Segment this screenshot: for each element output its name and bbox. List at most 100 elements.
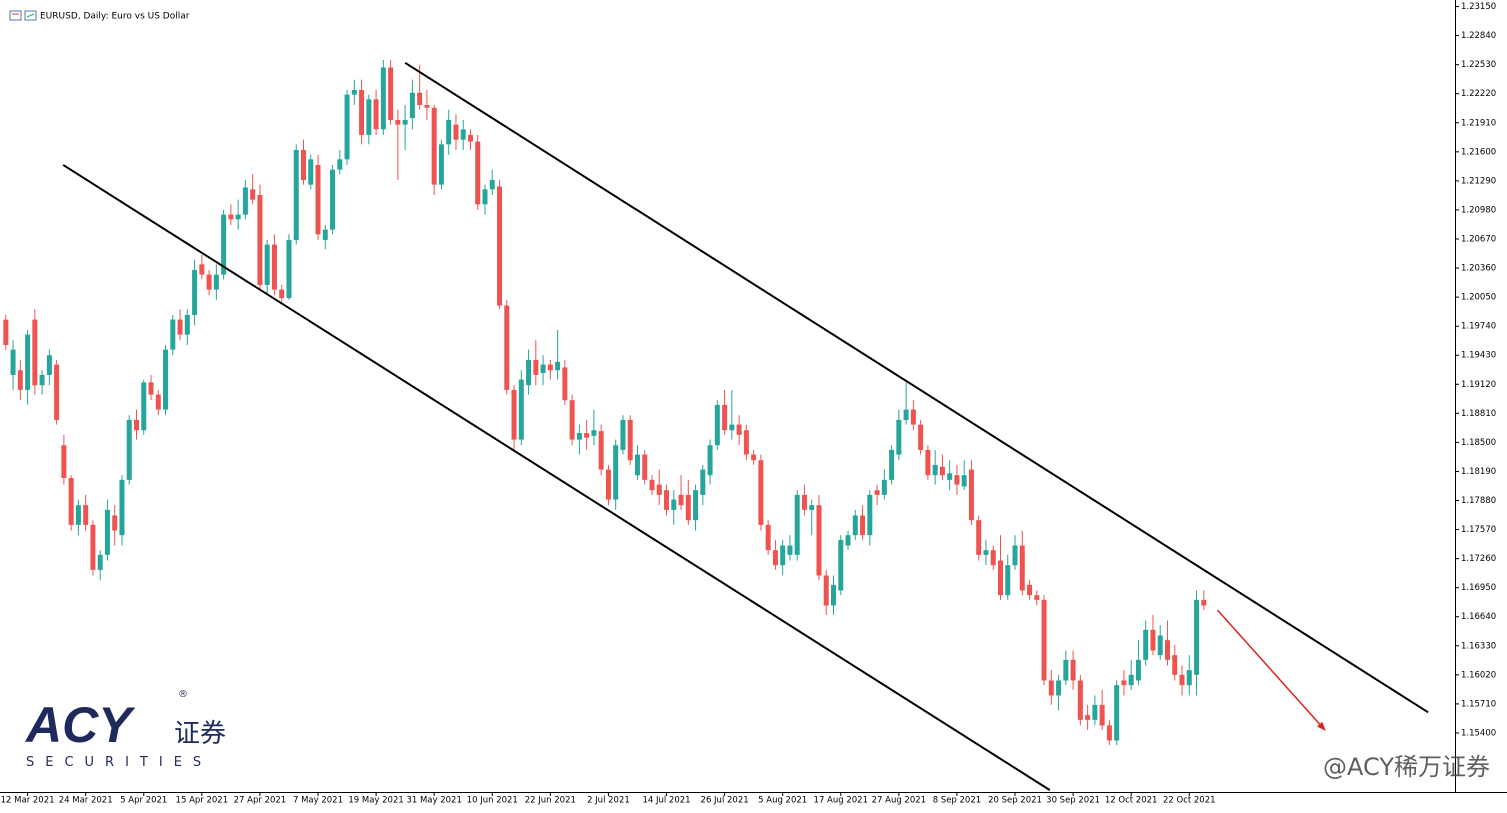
- candle-body: [823, 575, 829, 606]
- candle-body: [939, 466, 945, 476]
- candle-body: [976, 520, 982, 555]
- arrow: [1217, 609, 1326, 731]
- y-tick-label: 1.16950: [1461, 583, 1496, 593]
- candle-body: [1041, 599, 1047, 681]
- y-tick-label: 1.20670: [1461, 235, 1496, 245]
- candle-body: [344, 94, 350, 160]
- candle-body: [97, 554, 103, 570]
- candle-body: [714, 404, 720, 446]
- candle-body: [39, 374, 45, 386]
- candle-body: [1128, 674, 1134, 686]
- candle-body: [780, 545, 786, 566]
- logo-tagline: SECURITIES: [26, 755, 212, 770]
- candle-body: [271, 244, 277, 290]
- x-tick-label: 27 Apr 2021: [234, 796, 287, 806]
- candle-body: [3, 319, 9, 345]
- candle-body: [192, 269, 198, 315]
- candle-body: [242, 187, 248, 215]
- candle-body: [250, 189, 256, 200]
- candle-body: [1019, 545, 1025, 591]
- candle-body: [591, 430, 597, 436]
- y-tick-label: 1.15400: [1461, 728, 1496, 738]
- candle-body: [417, 92, 423, 105]
- y-tick-label: 1.16020: [1461, 670, 1496, 680]
- y-tick-label: 1.22530: [1461, 60, 1496, 70]
- candle-body: [881, 479, 887, 495]
- candle-body: [845, 535, 851, 546]
- candle-body: [562, 367, 568, 401]
- candle-body: [1027, 584, 1033, 596]
- y-tick-label: 1.19740: [1461, 322, 1496, 332]
- candle-body: [279, 289, 285, 299]
- candle-body: [257, 194, 263, 285]
- candle-body: [751, 454, 757, 461]
- x-tick-label: 17 Aug 2021: [814, 796, 868, 806]
- candle-body: [388, 67, 394, 120]
- y-tick-label: 1.17260: [1461, 554, 1496, 564]
- candle-body: [743, 430, 749, 455]
- candle-body: [337, 159, 343, 170]
- candle-body: [664, 490, 670, 510]
- candle-body: [605, 469, 611, 500]
- candle-body: [351, 89, 357, 95]
- candle-body: [831, 584, 837, 606]
- candle-body: [722, 404, 728, 431]
- y-tick-label: 1.16640: [1461, 612, 1496, 622]
- x-tick-label: 2 Jul 2021: [587, 796, 630, 806]
- candle-body: [453, 124, 459, 140]
- candle-body: [1106, 725, 1112, 741]
- candle-body: [438, 144, 444, 185]
- x-tick-label: 15 Apr 2021: [176, 796, 229, 806]
- candle-body: [213, 274, 219, 290]
- candle-body: [199, 264, 205, 275]
- candle-body: [634, 454, 640, 476]
- candle-body: [25, 334, 31, 390]
- candle-body: [990, 550, 996, 566]
- y-tick-label: 1.20980: [1461, 205, 1496, 215]
- candle-body: [707, 445, 713, 476]
- candle-body: [598, 431, 604, 470]
- candle-body: [1179, 674, 1185, 686]
- candle-body: [772, 550, 778, 566]
- candle-body: [809, 505, 815, 510]
- candle-body: [1150, 629, 1156, 651]
- candle-body: [1063, 659, 1069, 681]
- candle-body: [264, 244, 270, 285]
- chart-title: EURUSD, Daily: Euro vs US Dollar: [40, 12, 190, 22]
- y-tick-label: 1.22220: [1461, 89, 1496, 99]
- candle-body: [61, 445, 67, 479]
- candle-body: [1012, 545, 1018, 566]
- candle-body: [177, 319, 183, 335]
- x-tick-label: 30 Sep 2021: [1046, 796, 1100, 806]
- candle-body: [1085, 715, 1091, 720]
- y-tick-label: 1.18500: [1461, 438, 1496, 448]
- candle-body: [460, 129, 466, 140]
- candle-body: [10, 349, 16, 375]
- candle-body: [518, 379, 524, 440]
- candle-body: [1056, 680, 1062, 696]
- candle-body: [540, 364, 546, 374]
- candle-body: [148, 382, 154, 395]
- candle-body: [90, 524, 96, 570]
- candle-body: [1092, 704, 1098, 720]
- candle-body: [1077, 680, 1083, 720]
- candle-body: [75, 505, 81, 525]
- candle-body: [642, 454, 648, 480]
- candle-body: [1135, 659, 1141, 681]
- x-tick-label: 24 Mar 2021: [59, 796, 113, 806]
- candle-body: [308, 159, 314, 185]
- candle-body: [1201, 599, 1207, 606]
- candle-body: [322, 229, 328, 240]
- candle-body: [395, 119, 401, 125]
- x-tick-label: 31 May 2021: [406, 796, 461, 806]
- candle-body: [889, 449, 895, 480]
- x-tick-label: 12 Mar 2021: [1, 796, 55, 806]
- candle-body: [968, 469, 974, 521]
- candle-body: [68, 478, 74, 525]
- candle-body: [758, 460, 764, 525]
- candle-body: [1194, 599, 1200, 675]
- icon: [26, 13, 35, 18]
- logo-mark: ACY: [24, 697, 136, 753]
